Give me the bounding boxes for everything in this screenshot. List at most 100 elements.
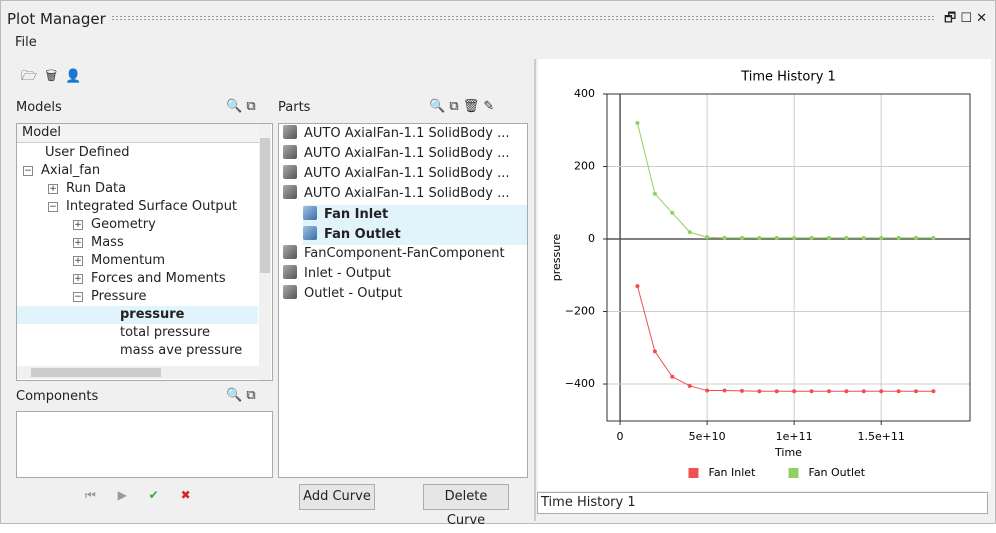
- legend-label: Fan Inlet: [709, 466, 757, 479]
- part-item[interactable]: Fan Inlet: [303, 205, 527, 225]
- data-point: [896, 389, 901, 394]
- chart: Time History 1 0 5e+10 1e+11 1.5e+11 −400 −200…: [550, 70, 971, 479]
- tree-item[interactable]: User Defined: [45, 145, 130, 160]
- tree-text: Geometry: [91, 217, 156, 232]
- data-point: [809, 389, 814, 394]
- tree-item[interactable]: + Run Data: [48, 181, 127, 196]
- tree-item[interactable]: + Geometry: [73, 217, 156, 232]
- data-point: [774, 389, 779, 394]
- part-text: AUTO AxialFan-1.1 SolidBody ...: [304, 186, 510, 201]
- legend-swatch: [788, 468, 799, 478]
- playback-controls[interactable]: ⏮ ▶ ✔ ✖: [85, 488, 191, 502]
- part-item[interactable]: FanComponent-FanComponent: [279, 245, 505, 263]
- data-point: [774, 235, 779, 240]
- tree-item[interactable]: total pressure: [120, 325, 211, 340]
- models-tree: Model User Defined − Axial_fan + Run Data …: [16, 123, 273, 381]
- models-label: Models: [16, 100, 62, 115]
- parts-label: Parts: [278, 100, 311, 115]
- plot-name-input[interactable]: Time History 1: [537, 492, 988, 514]
- data-point: [844, 389, 849, 394]
- components-list: [16, 411, 273, 478]
- data-point: [705, 235, 710, 240]
- x-tick-label: 1e+11: [776, 430, 813, 443]
- data-point: [914, 389, 919, 394]
- part-text: AUTO AxialFan-1.1 SolidBody ...: [304, 146, 510, 161]
- delete-curve-button[interactable]: Delete Curve: [423, 484, 509, 528]
- data-point: [705, 388, 710, 393]
- data-point: [739, 235, 744, 240]
- data-point: [826, 235, 831, 240]
- part-text: AUTO AxialFan-1.1 SolidBody ...: [304, 126, 510, 141]
- components-label: Components: [16, 389, 99, 404]
- chart-title: Time History 1: [740, 70, 836, 85]
- part-item[interactable]: AUTO AxialFan-1.1 SolidBody ...: [279, 185, 510, 203]
- tree-item[interactable]: − Axial_fan: [23, 163, 101, 178]
- splitter[interactable]: [534, 59, 536, 521]
- toolbar[interactable]: 🗁 🗑 👤: [21, 69, 82, 84]
- legend-swatch: [688, 468, 699, 478]
- tree-item[interactable]: − Integrated Surface Output: [48, 199, 238, 214]
- part-item[interactable]: AUTO AxialFan-1.1 SolidBody ...: [279, 145, 510, 163]
- parts-tools[interactable]: 🔍 ⧉ 🗑 ✎: [429, 99, 495, 114]
- part-text: Fan Outlet: [324, 227, 401, 242]
- part-item[interactable]: AUTO AxialFan-1.1 SolidBody ...: [279, 125, 510, 143]
- models-tools[interactable]: 🔍 ⧉: [226, 99, 256, 114]
- data-point: [931, 235, 936, 240]
- data-point: [687, 230, 692, 235]
- menu-file[interactable]: File: [15, 35, 37, 50]
- data-point: [792, 235, 797, 240]
- data-point: [739, 388, 744, 393]
- part-item[interactable]: Outlet - Output: [279, 285, 402, 303]
- h-scrollbar[interactable]: [17, 366, 259, 379]
- data-point: [844, 235, 849, 240]
- y-tick-label: 200: [574, 160, 595, 173]
- x-tick-label: 5e+10: [689, 430, 726, 443]
- tree-text: Mass: [91, 235, 124, 250]
- data-point: [722, 388, 727, 393]
- scrollbar[interactable]: [259, 124, 271, 380]
- tree-header: Model: [17, 124, 262, 143]
- data-point: [879, 389, 884, 394]
- parts-list: AUTO AxialFan-1.1 SolidBody ... AUTO Axi…: [278, 123, 528, 478]
- part-text: Fan Inlet: [324, 207, 389, 222]
- title-grip: [111, 15, 936, 21]
- components-tools[interactable]: 🔍 ⧉: [226, 388, 256, 403]
- data-point: [879, 235, 884, 240]
- part-item[interactable]: AUTO AxialFan-1.1 SolidBody ...: [279, 165, 510, 183]
- data-point: [757, 389, 762, 394]
- tree-item[interactable]: pressure: [17, 306, 258, 324]
- window-title: Plot Manager: [7, 10, 106, 28]
- y-axis-label: pressure: [550, 234, 563, 282]
- window-controls[interactable]: 🗗 ☐ ✕: [944, 11, 988, 26]
- y-tick-label: 0: [588, 232, 595, 245]
- tree-item[interactable]: + Forces and Moments: [73, 271, 226, 286]
- y-tick-label: −400: [565, 377, 595, 390]
- tree-item[interactable]: + Mass: [73, 235, 124, 250]
- tree-text: Forces and Moments: [91, 271, 226, 286]
- data-point: [722, 235, 727, 240]
- tree-item[interactable]: mass ave pressure: [120, 343, 243, 358]
- part-item[interactable]: Inlet - Output: [279, 265, 391, 283]
- data-point: [826, 389, 831, 394]
- part-text: AUTO AxialFan-1.1 SolidBody ...: [304, 166, 510, 181]
- tree-text: Momentum: [91, 253, 166, 268]
- data-point: [931, 389, 936, 394]
- data-point: [809, 235, 814, 240]
- tree-text: Axial_fan: [41, 163, 101, 178]
- data-point: [792, 389, 797, 394]
- x-axis-label: Time: [774, 446, 802, 459]
- data-point: [635, 121, 640, 126]
- series-line: [636, 286, 934, 392]
- y-tick-label: −200: [565, 305, 595, 318]
- x-tick-label: 0: [617, 430, 624, 443]
- part-item[interactable]: Fan Outlet: [303, 225, 527, 245]
- add-curve-button[interactable]: Add Curve: [299, 484, 375, 510]
- data-point: [914, 235, 919, 240]
- data-point: [670, 210, 675, 215]
- data-point: [652, 191, 657, 196]
- tree-item[interactable]: − Pressure: [73, 289, 147, 304]
- tree-text: Run Data: [66, 181, 127, 196]
- part-text: FanComponent-FanComponent: [304, 246, 505, 261]
- tree-item[interactable]: + Momentum: [73, 253, 166, 268]
